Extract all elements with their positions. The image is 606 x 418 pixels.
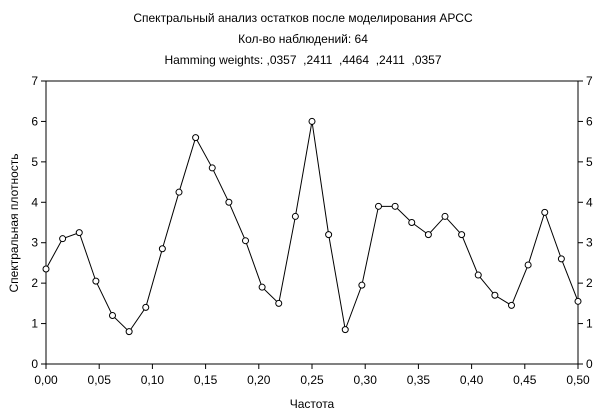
x-tick-label: 0,35 bbox=[407, 373, 431, 387]
x-tick-label: 0,05 bbox=[88, 373, 112, 387]
chart-subtitle-observations: Кол-во наблюдений: 64 bbox=[238, 32, 368, 46]
y-tick-label-left: 5 bbox=[31, 155, 38, 169]
data-point-marker bbox=[474, 271, 482, 279]
x-tick-label: 0,10 bbox=[141, 373, 165, 387]
data-point-marker bbox=[75, 229, 83, 237]
data-point-marker bbox=[441, 212, 449, 220]
y-tick-label-right: 0 bbox=[586, 357, 593, 371]
y-tick-label-right: 6 bbox=[586, 114, 593, 128]
data-point-marker bbox=[275, 299, 283, 307]
chart-title-block: Спектральный анализ остатков после модел… bbox=[0, 8, 606, 71]
y-tick-label-right: 4 bbox=[586, 195, 593, 209]
data-point-marker bbox=[192, 134, 200, 142]
data-point-marker bbox=[208, 164, 216, 172]
x-tick-label: 0,15 bbox=[194, 373, 218, 387]
data-point-marker bbox=[541, 208, 549, 216]
y-tick-label-left: 6 bbox=[31, 114, 38, 128]
x-tick-label: 0,20 bbox=[247, 373, 271, 387]
data-point-marker bbox=[574, 297, 582, 305]
data-point-marker bbox=[109, 311, 116, 319]
data-point-marker bbox=[59, 235, 67, 243]
y-tick-label-right: 7 bbox=[586, 74, 593, 88]
x-tick-label: 0,50 bbox=[566, 373, 590, 387]
data-point-marker bbox=[391, 202, 399, 210]
data-point-marker bbox=[524, 261, 532, 269]
y-tick-label-left: 2 bbox=[31, 276, 38, 290]
data-point-marker bbox=[408, 219, 416, 226]
data-point-marker bbox=[375, 202, 382, 210]
x-tick-label: 0,25 bbox=[300, 373, 324, 387]
data-point-marker bbox=[358, 281, 366, 289]
data-point-marker bbox=[508, 301, 515, 309]
data-point-marker bbox=[142, 303, 150, 311]
y-tick-label-left: 3 bbox=[31, 236, 38, 250]
data-point-marker bbox=[258, 283, 266, 291]
data-point-marker bbox=[175, 188, 183, 196]
x-tick-label: 0,00 bbox=[34, 373, 58, 387]
data-point-marker bbox=[308, 117, 316, 125]
series-polyline bbox=[45, 121, 579, 333]
y-tick-label-left: 4 bbox=[31, 195, 38, 209]
x-tick-label: 0,30 bbox=[354, 373, 378, 387]
y-tick-label-right: 2 bbox=[586, 276, 593, 290]
data-point-marker bbox=[491, 291, 499, 299]
y-tick-label-left: 0 bbox=[31, 357, 38, 371]
y-tick-label-left: 1 bbox=[31, 317, 38, 331]
data-point-marker bbox=[458, 231, 466, 239]
data-point-marker bbox=[42, 265, 50, 273]
chart-title: Спектральный анализ остатков после модел… bbox=[133, 11, 473, 25]
data-point-marker bbox=[225, 198, 233, 206]
y-axis-label: Спектральная плотность bbox=[7, 153, 21, 292]
x-axis-label: Частота bbox=[290, 397, 335, 411]
axis-ticks: 0 0 1 1 2 2 3 3 4 4 5 5 6 6 7 7 0,00 0,05 0,10 0,15 0,20 0,25… bbox=[31, 74, 593, 387]
y-tick-label-right: 3 bbox=[586, 236, 593, 250]
data-point-marker bbox=[291, 212, 299, 220]
data-point-marker bbox=[325, 231, 333, 239]
data-point-marker bbox=[424, 231, 432, 239]
chart-subtitle-weights: Hamming weights: ,0357 ,2411 ,4464 ,2411… bbox=[164, 53, 442, 67]
data-point-marker bbox=[92, 277, 100, 285]
y-tick-label-left: 7 bbox=[31, 74, 38, 88]
data-point-marker bbox=[242, 237, 249, 245]
data-point-marker bbox=[158, 245, 166, 253]
data-point-marker bbox=[125, 328, 133, 336]
data-point-marker bbox=[557, 255, 565, 263]
series-line bbox=[42, 117, 582, 336]
y-tick-label-right: 1 bbox=[586, 317, 593, 331]
x-tick-label: 0,40 bbox=[460, 373, 484, 387]
x-tick-label: 0,45 bbox=[513, 373, 537, 387]
y-tick-label-right: 5 bbox=[586, 155, 593, 169]
data-point-marker bbox=[341, 326, 349, 334]
